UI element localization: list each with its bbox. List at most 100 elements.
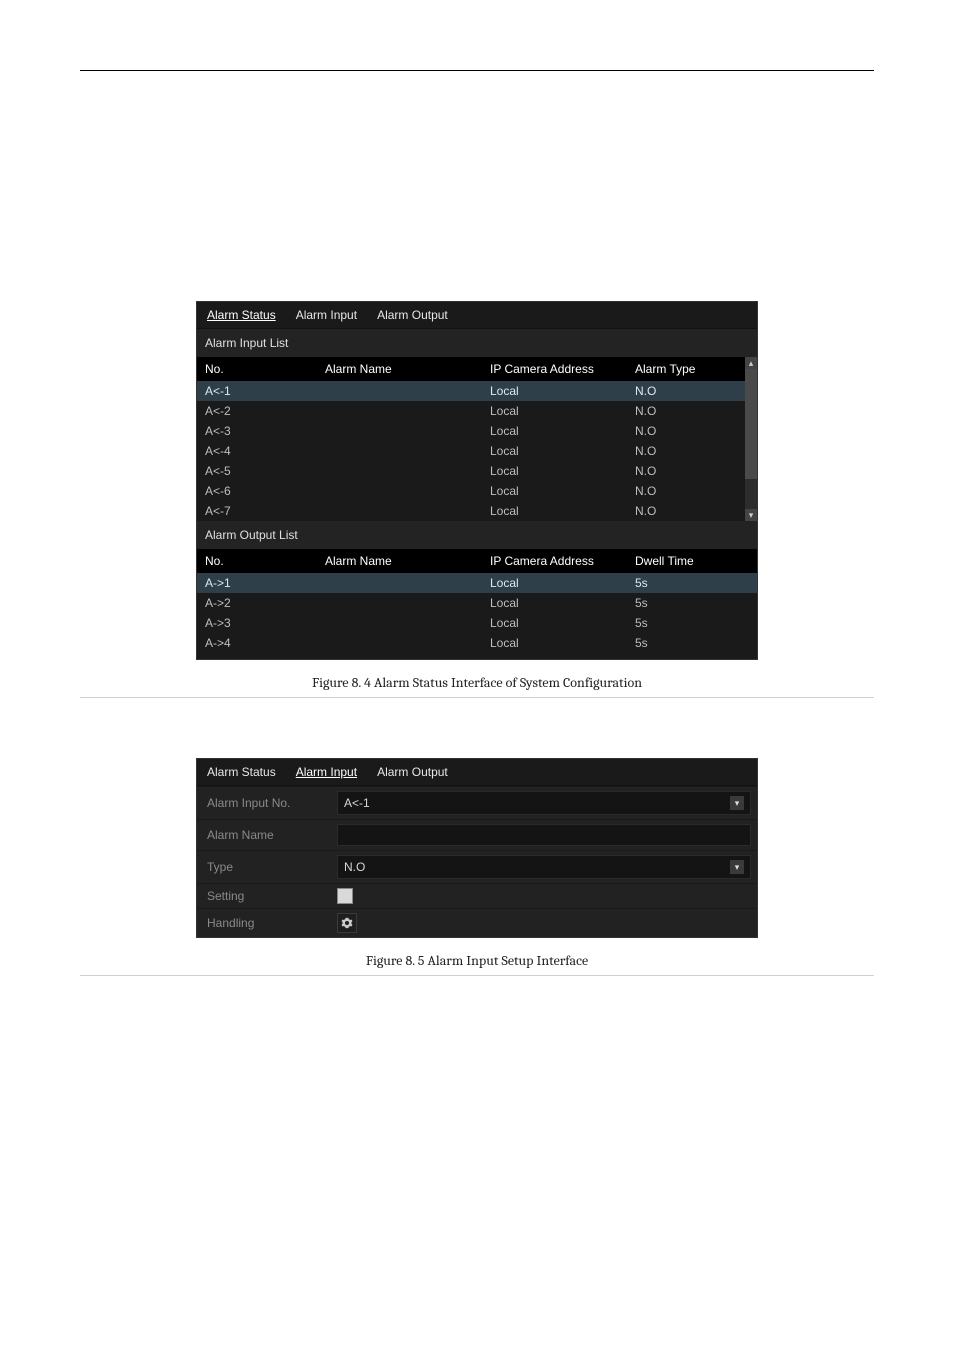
cell-name (325, 404, 490, 418)
scroll-up-icon[interactable]: ▴ (745, 357, 757, 369)
cell-no: A<-6 (197, 484, 325, 498)
alarm-input-setup-panel: Alarm Status Alarm Input Alarm Output Al… (196, 758, 758, 938)
cell-addr: Local (490, 384, 635, 398)
alarm-input-no-value: A<-1 (344, 796, 370, 810)
cell-addr: Local (490, 464, 635, 478)
cell-dwell: 5s (635, 576, 735, 590)
cell-type: N.O (635, 404, 735, 418)
cell-dwell: 5s (635, 596, 735, 610)
cell-name (325, 616, 490, 630)
col-dwell: Dwell Time (635, 554, 735, 568)
tab-alarm-output[interactable]: Alarm Output (367, 302, 458, 328)
alarm-name-input[interactable] (337, 824, 751, 846)
handling-settings-button[interactable] (337, 913, 357, 933)
figure-caption-2: Figure 8. 5 Alarm Input Setup Interface (0, 952, 954, 969)
cell-addr: Local (490, 484, 635, 498)
cell-no: A<-2 (197, 404, 325, 418)
label-type: Type (203, 860, 337, 874)
table-row[interactable]: A<-3 Local N.O (197, 421, 745, 441)
table-row[interactable]: A<-4 Local N.O (197, 441, 745, 461)
col-addr: IP Camera Address (490, 554, 635, 568)
header-rule (80, 70, 874, 71)
cell-addr: Local (490, 444, 635, 458)
col-name: Alarm Name (325, 362, 490, 376)
label-handling: Handling (203, 916, 337, 930)
cell-addr: Local (490, 616, 635, 630)
cell-type: N.O (635, 424, 735, 438)
scroll-down-icon[interactable]: ▾ (745, 509, 757, 521)
setting-checkbox[interactable] (337, 888, 353, 904)
alarm-output-list-title: Alarm Output List (197, 521, 757, 549)
cell-no: A->3 (197, 616, 325, 630)
table-row[interactable]: A<-1 Local N.O (197, 381, 745, 401)
tab-alarm-status[interactable]: Alarm Status (197, 302, 286, 328)
output-list-header: No. Alarm Name IP Camera Address Dwell T… (197, 549, 757, 573)
row-setting: Setting (197, 883, 757, 908)
chevron-down-icon: ▾ (730, 796, 744, 810)
cell-addr: Local (490, 636, 635, 650)
col-no: No. (197, 362, 325, 376)
type-dropdown[interactable]: N.O ▾ (337, 855, 751, 879)
cell-no: A<-3 (197, 424, 325, 438)
cell-type: N.O (635, 464, 735, 478)
alarm-input-no-dropdown[interactable]: A<-1 ▾ (337, 791, 751, 815)
gear-icon (341, 917, 353, 929)
row-alarm-input-no: Alarm Input No. A<-1 ▾ (197, 786, 757, 819)
table-row[interactable]: A<-6 Local N.O (197, 481, 745, 501)
figure-caption-1: Figure 8. 4 Alarm Status Interface of Sy… (0, 674, 954, 691)
cell-addr: Local (490, 596, 635, 610)
cell-name (325, 484, 490, 498)
table-row[interactable]: A<-5 Local N.O (197, 461, 745, 481)
tab-alarm-input[interactable]: Alarm Input (286, 759, 367, 785)
cell-no: A->1 (197, 576, 325, 590)
table-row[interactable]: A->3 Local 5s (197, 613, 757, 633)
scroll-thumb[interactable] (745, 369, 757, 479)
alarm-status-panel: Alarm Status Alarm Input Alarm Output Al… (196, 301, 758, 660)
cell-addr: Local (490, 576, 635, 590)
col-addr: IP Camera Address (490, 362, 635, 376)
col-type: Alarm Type (635, 362, 735, 376)
table-row[interactable]: A->4 Local 5s (197, 633, 757, 653)
tab-alarm-status[interactable]: Alarm Status (197, 759, 286, 785)
col-no: No. (197, 554, 325, 568)
input-list-scrollbar[interactable]: ▴ ▾ (745, 357, 757, 521)
label-setting: Setting (203, 889, 337, 903)
cell-type: N.O (635, 484, 735, 498)
tabs: Alarm Status Alarm Input Alarm Output (197, 759, 757, 786)
col-name: Alarm Name (325, 554, 490, 568)
cell-no: A->4 (197, 636, 325, 650)
cell-name (325, 384, 490, 398)
tab-alarm-input[interactable]: Alarm Input (286, 302, 367, 328)
tab-alarm-output[interactable]: Alarm Output (367, 759, 458, 785)
cell-addr: Local (490, 424, 635, 438)
cell-type: N.O (635, 384, 735, 398)
alarm-input-list-title: Alarm Input List (197, 329, 757, 357)
cell-type: N.O (635, 444, 735, 458)
row-alarm-name: Alarm Name (197, 819, 757, 850)
table-row[interactable]: A->2 Local 5s (197, 593, 757, 613)
cell-no: A<-7 (197, 504, 325, 518)
cell-dwell: 5s (635, 616, 735, 630)
cell-addr: Local (490, 404, 635, 418)
table-row[interactable]: A<-2 Local N.O (197, 401, 745, 421)
cell-no: A<-4 (197, 444, 325, 458)
chevron-down-icon: ▾ (730, 860, 744, 874)
cell-name (325, 464, 490, 478)
label-alarm-input-no: Alarm Input No. (203, 796, 337, 810)
table-row[interactable]: A->1 Local 5s (197, 573, 757, 593)
cell-addr: Local (490, 504, 635, 518)
row-type: Type N.O ▾ (197, 850, 757, 883)
input-list-header: No. Alarm Name IP Camera Address Alarm T… (197, 357, 745, 381)
cell-no: A->2 (197, 596, 325, 610)
cell-name (325, 576, 490, 590)
cell-type: N.O (635, 504, 735, 518)
cell-no: A<-1 (197, 384, 325, 398)
separator-rule (80, 975, 874, 976)
table-row[interactable]: A<-7 Local N.O (197, 501, 745, 521)
cell-name (325, 444, 490, 458)
cell-no: A<-5 (197, 464, 325, 478)
cell-name (325, 636, 490, 650)
cell-dwell: 5s (635, 636, 735, 650)
row-handling: Handling (197, 908, 757, 937)
type-value: N.O (344, 860, 365, 874)
